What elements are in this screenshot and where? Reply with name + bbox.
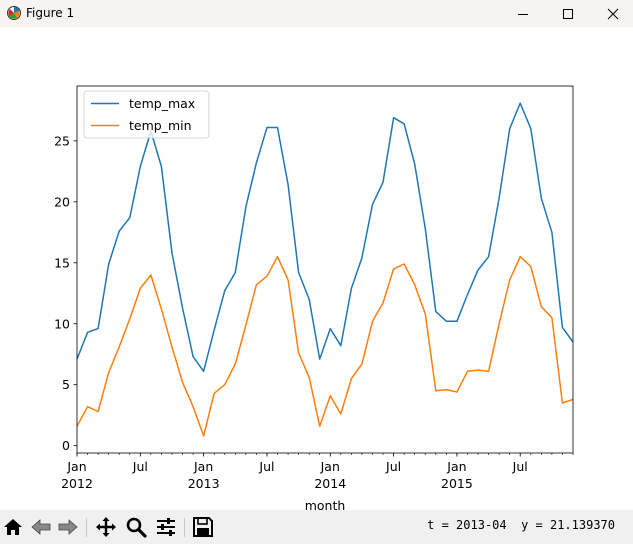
line-chart: 0 5 10 15 20 25 Jan 2012 Jul Jan 2013 Jul Jan 2014 Jul… xyxy=(54,85,574,513)
x-tick-label: Jan xyxy=(320,459,340,474)
home-icon xyxy=(4,519,22,535)
x-tick-label: Jan xyxy=(66,459,86,474)
axes-frame xyxy=(76,85,574,454)
sliders-icon xyxy=(157,518,175,536)
maximize-button[interactable] xyxy=(545,0,591,27)
matplotlib-logo-icon xyxy=(6,5,22,21)
toolbar-separator xyxy=(184,518,185,537)
back-button[interactable] xyxy=(29,515,53,539)
close-icon xyxy=(607,8,619,19)
zoom-button[interactable] xyxy=(124,515,148,539)
pan-move-icon xyxy=(96,517,116,537)
toolbar-separator xyxy=(86,518,87,537)
series-line-temp_min xyxy=(76,255,574,437)
figure-canvas[interactable]: 0 5 10 15 20 25 Jan 2012 Jul Jan 2013 Jul Jan 2014 Jul… xyxy=(0,27,633,513)
x-axis-label: month xyxy=(305,498,346,510)
legend-label-temp_min: temp_min xyxy=(129,118,192,133)
y-tick-label: 20 xyxy=(54,194,70,209)
x-tick-year-label: 2012 xyxy=(61,476,93,491)
x-tick-label: Jul xyxy=(258,459,274,474)
zoom-magnifier-icon xyxy=(126,517,147,538)
legend-label-temp_max: temp_max xyxy=(129,96,195,111)
y-tick-label: 25 xyxy=(54,133,70,148)
y-tick-label: 10 xyxy=(54,316,70,331)
forward-button[interactable] xyxy=(56,515,80,539)
back-arrow-icon xyxy=(31,519,51,535)
y-tick-label: 0 xyxy=(62,438,70,453)
close-button[interactable] xyxy=(590,0,633,27)
x-tick-label: Jan xyxy=(446,459,466,474)
configure-subplots-button[interactable] xyxy=(154,515,178,539)
x-tick-year-label: 2013 xyxy=(188,476,220,491)
maximize-icon xyxy=(563,8,573,19)
x-tick-label: Jul xyxy=(512,459,528,474)
window-titlebar: Figure 1 xyxy=(0,0,633,27)
x-tick-label: Jul xyxy=(132,459,148,474)
minimize-button[interactable] xyxy=(500,0,546,27)
x-tick-label: Jul xyxy=(385,459,401,474)
y-tick-label: 15 xyxy=(54,255,70,270)
series-line-temp_max xyxy=(76,102,574,373)
window-title: Figure 1 xyxy=(26,6,75,20)
x-tick-year-label: 2015 xyxy=(441,476,473,491)
home-button[interactable] xyxy=(1,515,25,539)
x-tick-year-label: 2014 xyxy=(314,476,346,491)
forward-arrow-icon xyxy=(58,519,78,535)
y-tick-label: 5 xyxy=(62,377,70,392)
x-tick-label: Jan xyxy=(193,459,213,474)
minimize-icon xyxy=(518,13,528,15)
pan-button[interactable] xyxy=(94,515,118,539)
navigation-toolbar: t = 2013-04 y = 21.139370 xyxy=(0,510,633,544)
save-button[interactable] xyxy=(191,515,215,539)
cursor-coordinates: t = 2013-04 y = 21.139370 xyxy=(427,518,615,532)
floppy-disk-icon xyxy=(193,517,213,537)
